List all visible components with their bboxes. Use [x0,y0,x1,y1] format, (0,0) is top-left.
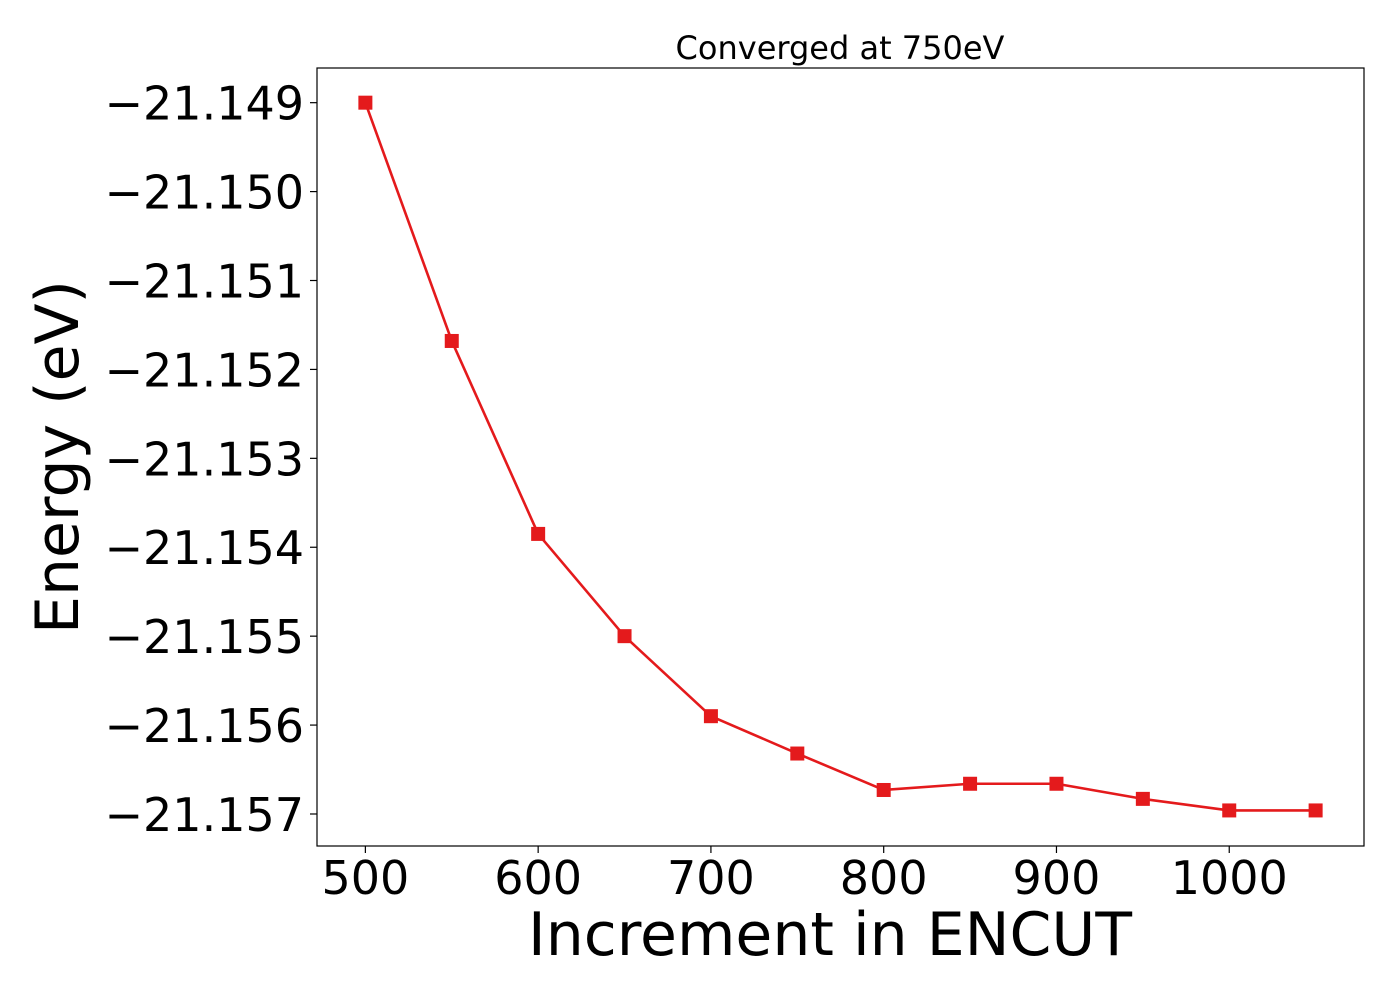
data-point-marker [790,746,805,761]
data-point-marker [617,629,632,644]
data-point-marker [1222,803,1237,818]
data-point-marker [444,333,459,348]
y-tick-label: −21.156 [105,699,305,753]
data-point-marker [1308,803,1323,818]
y-tick-label: −21.151 [105,255,305,309]
x-tick-label: 600 [494,851,582,905]
x-tick-label: 700 [667,851,755,905]
y-tick-label: −21.155 [105,610,305,664]
data-point-marker [963,776,978,791]
y-tick-label: −21.157 [105,788,305,842]
x-tick-label: 1000 [1171,851,1288,905]
x-tick-label: 500 [321,851,409,905]
data-point-marker [1135,791,1150,806]
x-tick-label: 900 [1013,851,1101,905]
data-point-marker [703,709,718,724]
plot-frame [316,67,1365,847]
y-tick-label: −21.149 [105,77,305,131]
y-tick-label: −21.150 [105,166,305,220]
data-layer [358,95,1323,818]
tick-layer: 500 600 700 800 900 1000 −21.149 −21.150 −21.151… [105,77,1288,905]
chart-title: Converged at 750eV [676,29,1005,67]
y-tick-label: −21.152 [105,343,305,397]
x-axis-label: Increment in ENCUT [528,900,1132,970]
y-tick-label: −21.153 [105,432,305,486]
data-point-marker [358,95,373,110]
data-point-marker [1049,776,1064,791]
series-line [364,102,1316,812]
plot-background [317,68,1364,846]
y-axis-label: Energy (eV) [23,280,93,634]
data-point-marker [531,526,546,541]
y-tick-label: −21.154 [105,521,305,575]
data-point-marker [876,782,891,797]
x-tick-label: 800 [840,851,928,905]
